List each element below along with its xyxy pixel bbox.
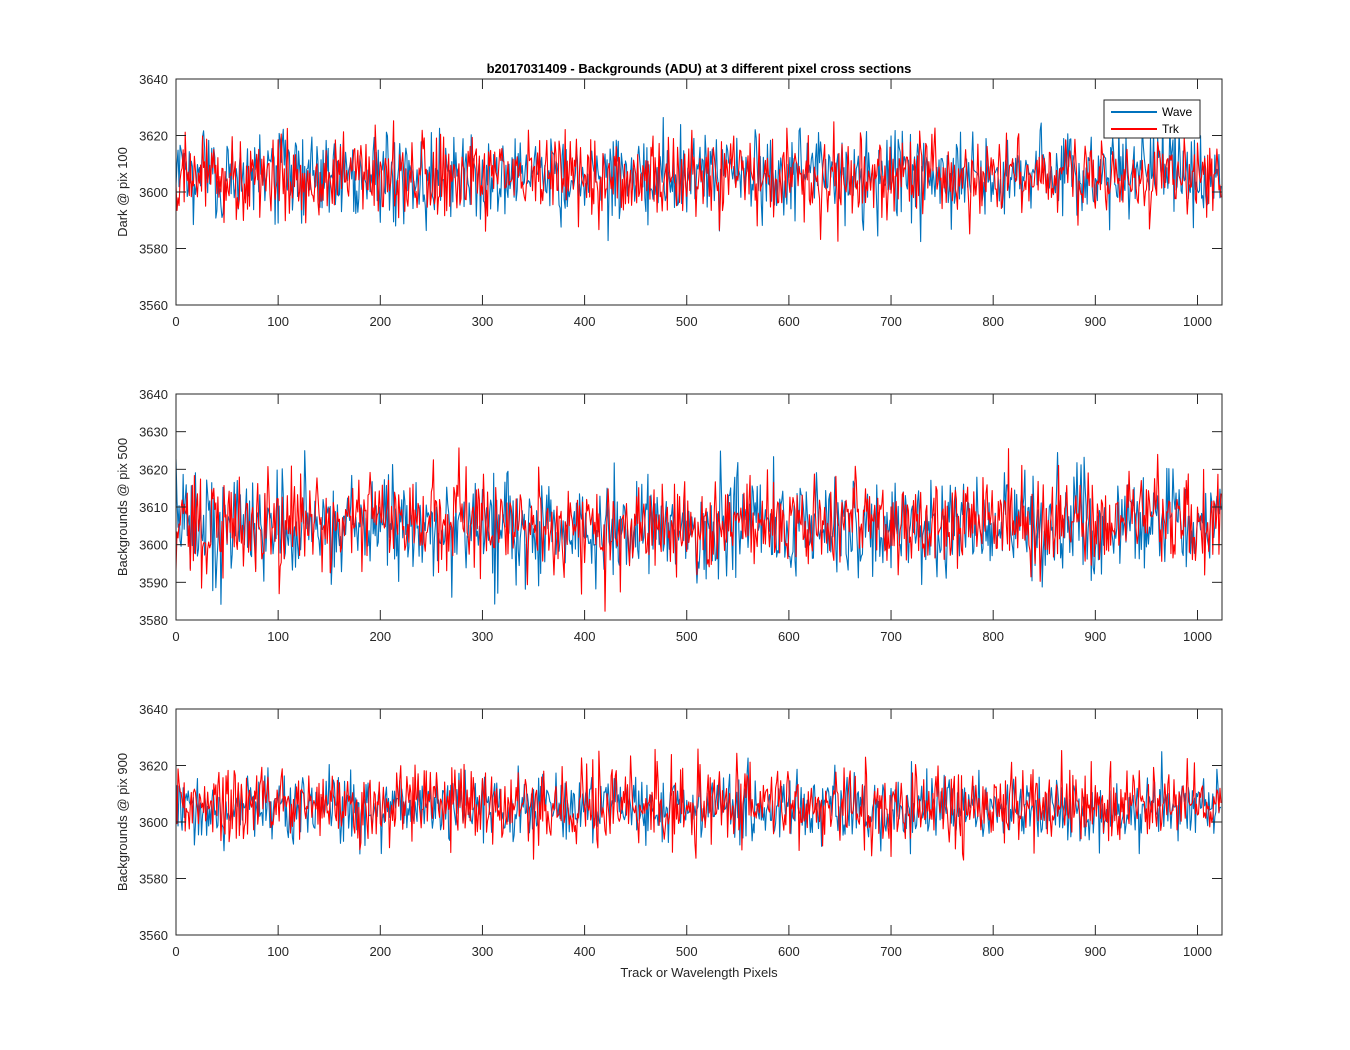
chart-title: b2017031409 - Backgrounds (ADU) at 3 dif… (487, 61, 912, 76)
axes-2: 0 100 200 300 400 500 600 700 800 900 1000 3580 3590… (139, 387, 1223, 644)
x-tick-label: 1000 (1183, 944, 1212, 959)
x-tick-label: 500 (676, 629, 698, 644)
x-tick-label: 500 (676, 314, 698, 329)
y-tick-label: 3640 (139, 387, 168, 402)
x-tick-label: 500 (676, 944, 698, 959)
y-tick-label: 3630 (139, 425, 168, 440)
legend-trk-label: Trk (1162, 122, 1180, 136)
y-tick-label: 3610 (139, 500, 168, 515)
y-tick-label: 3640 (139, 72, 168, 87)
y-tick-label: 3620 (139, 462, 168, 477)
x-tick-label: 1000 (1183, 314, 1212, 329)
axes-3: 0 100 200 300 400 500 600 700 800 900 1000 3560 3580… (139, 702, 1223, 959)
series-trk (176, 748, 1222, 861)
x-tick-label: 100 (267, 314, 289, 329)
x-tick-label: 200 (369, 944, 391, 959)
x-tick-label: 200 (369, 314, 391, 329)
subplot-1: b2017031409 - Backgrounds (ADU) at 3 dif… (115, 61, 911, 237)
y-axis-label-2: Backgrounds @ pix 500 (115, 438, 130, 576)
subplot-2: Backgrounds @ pix 500 (115, 438, 130, 576)
x-tick-label: 0 (172, 629, 179, 644)
x-tick-label: 400 (574, 314, 596, 329)
x-tick-label: 600 (778, 629, 800, 644)
x-tick-label: 900 (1084, 944, 1106, 959)
subplot-3: Backgrounds @ pix 900 Track or Wavelengt… (115, 753, 778, 980)
y-tick-label: 3600 (139, 815, 168, 830)
x-tick-label: 600 (778, 314, 800, 329)
x-tick-label: 900 (1084, 314, 1106, 329)
x-tick-label: 400 (574, 629, 596, 644)
y-tick-label: 3590 (139, 575, 168, 590)
y-tick-label: 3620 (139, 759, 168, 774)
y-tick-label: 3620 (139, 129, 168, 144)
legend-wave-label: Wave (1162, 105, 1193, 119)
x-tick-label: 200 (369, 629, 391, 644)
x-tick-label: 700 (880, 314, 902, 329)
x-tick-label: 300 (472, 314, 494, 329)
x-tick-label: 900 (1084, 629, 1106, 644)
x-tick-label: 800 (982, 314, 1004, 329)
series-trk (176, 120, 1222, 242)
legend-box (1103, 99, 1201, 139)
series-trk (176, 447, 1222, 612)
x-tick-label: 0 (172, 314, 179, 329)
y-axis-label-1: Dark @ pix 100 (115, 147, 130, 237)
x-tick-label: 100 (267, 944, 289, 959)
x-tick-label: 600 (778, 944, 800, 959)
y-axis-label-3: Backgrounds @ pix 900 (115, 753, 130, 891)
y-tick-label: 3560 (139, 298, 168, 313)
x-tick-label: 400 (574, 944, 596, 959)
y-tick-label: 3600 (139, 185, 168, 200)
x-tick-label: 700 (880, 944, 902, 959)
x-tick-label: 100 (267, 629, 289, 644)
x-tick-label: 800 (982, 629, 1004, 644)
y-tick-label: 3600 (139, 538, 168, 553)
x-tick-label: 0 (172, 944, 179, 959)
x-tick-label: 1000 (1183, 629, 1212, 644)
x-axis-label: Track or Wavelength Pixels (620, 965, 778, 980)
y-tick-label: 3580 (139, 872, 168, 887)
y-tick-label: 3580 (139, 613, 168, 628)
x-tick-label: 700 (880, 629, 902, 644)
y-tick-label: 3640 (139, 702, 168, 717)
legend: Wave Trk (1103, 99, 1201, 139)
x-tick-label: 800 (982, 944, 1004, 959)
axes-1: 0 100 200 300 400 500 600 700 800 900 1000 3560 3580… (139, 72, 1223, 329)
y-tick-label: 3580 (139, 242, 168, 257)
x-tick-label: 300 (472, 629, 494, 644)
x-tick-label: 300 (472, 944, 494, 959)
y-tick-label: 3560 (139, 928, 168, 943)
